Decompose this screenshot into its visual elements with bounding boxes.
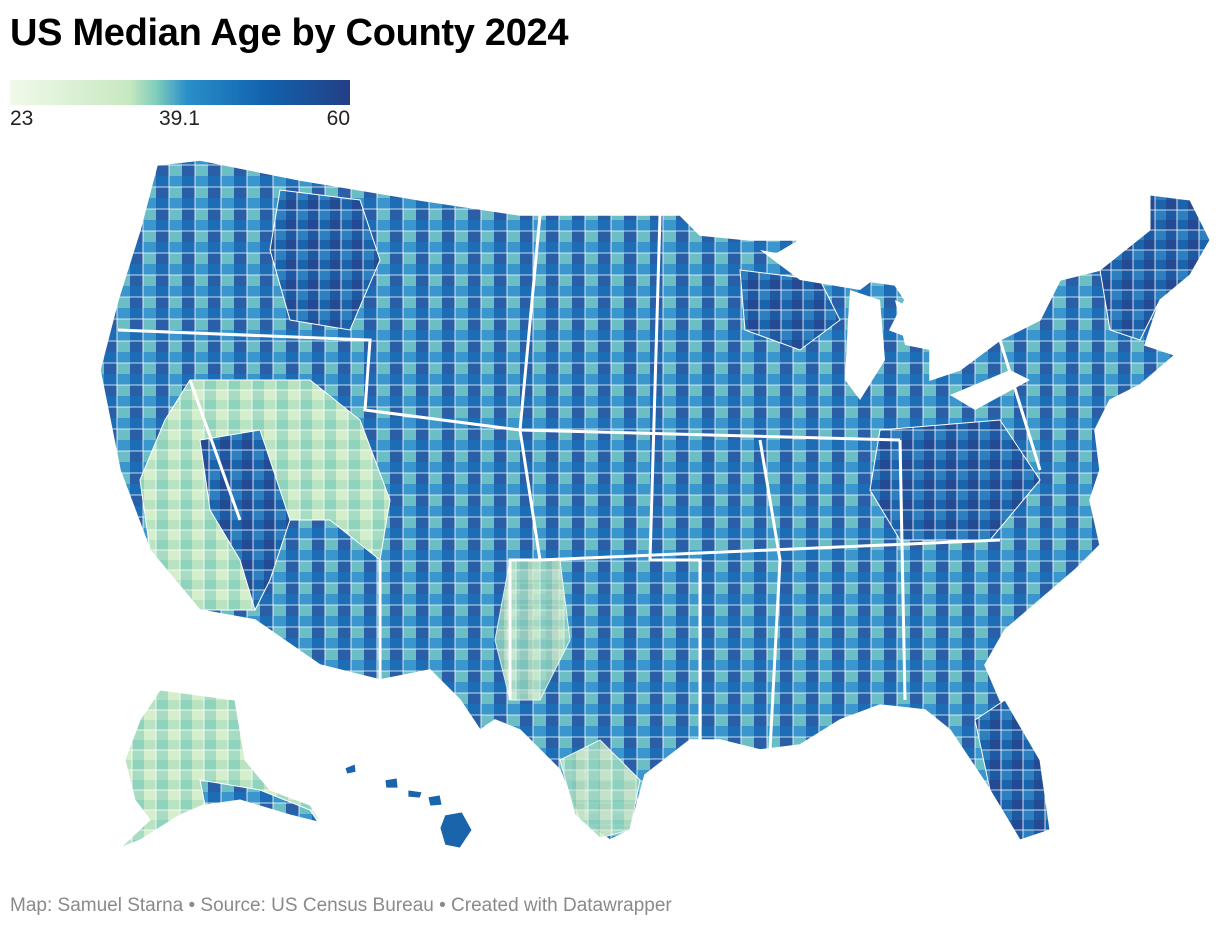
us-county-choropleth-map[interactable] bbox=[0, 140, 1220, 860]
state-borders bbox=[117, 214, 1042, 751]
alaska-shape[interactable] bbox=[119, 689, 322, 849]
footer-tool: Created with Datawrapper bbox=[451, 895, 672, 916]
legend-min-label: 23 bbox=[10, 107, 34, 130]
hawaii-islands[interactable] bbox=[344, 763, 473, 849]
northern-rockies-dark-region[interactable] bbox=[269, 189, 381, 331]
footer-credit: Map: Samuel Starna bbox=[10, 895, 184, 916]
alaska-southeast-strip[interactable] bbox=[199, 779, 320, 823]
footer-separator-2: • bbox=[433, 895, 452, 916]
new-england-dark-region[interactable] bbox=[1099, 194, 1211, 341]
texas-south-light-region[interactable] bbox=[559, 739, 641, 839]
footer-source: Source: US Census Bureau bbox=[200, 895, 434, 916]
great-lakes bbox=[760, 250, 1030, 410]
legend-max-label: 60 bbox=[326, 107, 350, 130]
map-title: US Median Age by County 2024 bbox=[10, 12, 569, 54]
legend-gradient-bar bbox=[10, 80, 350, 105]
contiguous-us-shape[interactable] bbox=[99, 159, 1211, 841]
footer-separator-1: • bbox=[183, 895, 201, 916]
legend-mid-label: 39.1 bbox=[159, 107, 200, 130]
florida-dark-region[interactable] bbox=[974, 699, 1051, 841]
color-legend: 23 39.1 60 bbox=[10, 80, 350, 133]
legend-labels: 23 39.1 60 bbox=[10, 105, 350, 133]
map-footer: Map: Samuel Starna • Source: US Census B… bbox=[10, 895, 672, 917]
